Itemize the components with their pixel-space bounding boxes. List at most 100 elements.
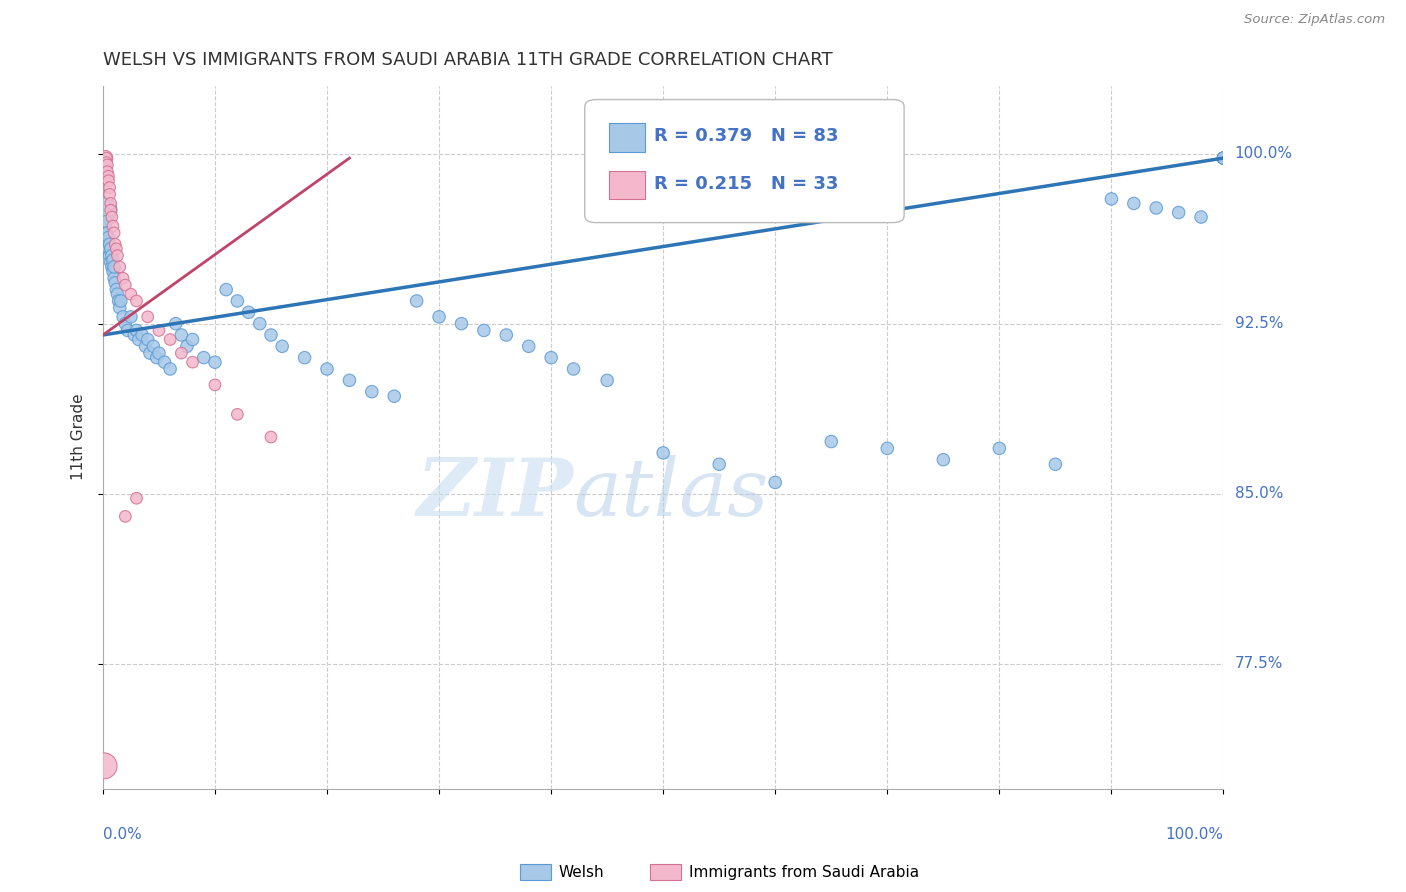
Point bbox=[360, 384, 382, 399]
Point bbox=[94, 151, 117, 165]
Point bbox=[145, 351, 167, 365]
Point bbox=[101, 260, 124, 274]
Point bbox=[97, 242, 120, 256]
Point bbox=[1099, 192, 1122, 206]
Y-axis label: 11th Grade: 11th Grade bbox=[72, 393, 86, 480]
Point bbox=[988, 442, 1011, 456]
FancyBboxPatch shape bbox=[609, 123, 645, 152]
Point bbox=[148, 323, 170, 337]
Point bbox=[450, 317, 472, 331]
Point bbox=[128, 333, 150, 347]
Point bbox=[142, 339, 165, 353]
Point bbox=[94, 219, 117, 233]
Point bbox=[136, 310, 159, 324]
Point bbox=[104, 237, 127, 252]
Point bbox=[139, 346, 162, 360]
Point bbox=[110, 293, 132, 308]
Point bbox=[1212, 151, 1234, 165]
Point bbox=[226, 408, 249, 422]
Point bbox=[105, 242, 128, 256]
Point bbox=[181, 333, 204, 347]
Point bbox=[763, 475, 786, 490]
Point bbox=[339, 373, 361, 387]
Point bbox=[98, 180, 121, 194]
Point bbox=[1167, 205, 1189, 219]
Point bbox=[97, 230, 120, 244]
Point bbox=[495, 328, 517, 343]
Point bbox=[1144, 201, 1167, 215]
Point bbox=[1212, 151, 1234, 165]
Point bbox=[107, 293, 129, 308]
Point bbox=[96, 151, 118, 165]
Point bbox=[1045, 457, 1067, 471]
Point bbox=[114, 509, 136, 524]
Point bbox=[107, 287, 129, 301]
Point bbox=[100, 196, 122, 211]
Point bbox=[96, 164, 118, 178]
Point bbox=[131, 328, 153, 343]
Text: Source: ZipAtlas.com: Source: ZipAtlas.com bbox=[1244, 13, 1385, 27]
Text: atlas: atlas bbox=[574, 455, 769, 532]
Point bbox=[181, 355, 204, 369]
Point bbox=[170, 346, 193, 360]
Point bbox=[226, 293, 249, 308]
Text: R = 0.215   N = 33: R = 0.215 N = 33 bbox=[654, 175, 838, 193]
Point bbox=[249, 317, 271, 331]
Text: 100.0%: 100.0% bbox=[1166, 827, 1223, 842]
Point bbox=[108, 301, 131, 315]
Point bbox=[382, 389, 405, 403]
Point bbox=[165, 317, 187, 331]
Point bbox=[96, 226, 118, 240]
Point bbox=[709, 457, 731, 471]
Point bbox=[98, 237, 121, 252]
Text: 77.5%: 77.5% bbox=[1234, 657, 1282, 672]
Point bbox=[134, 339, 156, 353]
Point bbox=[540, 351, 562, 365]
Point bbox=[117, 323, 139, 337]
Text: WELSH VS IMMIGRANTS FROM SAUDI ARABIA 11TH GRADE CORRELATION CHART: WELSH VS IMMIGRANTS FROM SAUDI ARABIA 11… bbox=[103, 51, 832, 69]
Point bbox=[105, 283, 128, 297]
Text: 0.0%: 0.0% bbox=[103, 827, 142, 842]
FancyBboxPatch shape bbox=[609, 171, 645, 200]
Point bbox=[101, 249, 124, 263]
Text: Immigrants from Saudi Arabia: Immigrants from Saudi Arabia bbox=[689, 865, 920, 880]
Point bbox=[405, 293, 427, 308]
Point bbox=[215, 283, 238, 297]
Point bbox=[97, 169, 120, 184]
Point bbox=[114, 278, 136, 293]
Point bbox=[159, 362, 181, 376]
Point bbox=[96, 214, 118, 228]
Point bbox=[112, 310, 135, 324]
Point bbox=[103, 226, 125, 240]
Point bbox=[1212, 151, 1234, 165]
Point bbox=[112, 271, 135, 285]
Point bbox=[114, 317, 136, 331]
Point bbox=[96, 155, 118, 169]
Point bbox=[98, 187, 121, 202]
Point bbox=[100, 203, 122, 218]
Point bbox=[596, 373, 619, 387]
Text: 100.0%: 100.0% bbox=[1234, 146, 1292, 161]
Point bbox=[93, 203, 115, 218]
Point bbox=[136, 333, 159, 347]
Text: Welsh: Welsh bbox=[558, 865, 603, 880]
Text: R = 0.379   N = 83: R = 0.379 N = 83 bbox=[654, 128, 839, 145]
Point bbox=[103, 260, 125, 274]
Point bbox=[1212, 151, 1234, 165]
Point bbox=[820, 434, 842, 449]
FancyBboxPatch shape bbox=[585, 100, 904, 223]
Point bbox=[124, 328, 146, 343]
Point bbox=[125, 323, 148, 337]
Point bbox=[100, 255, 122, 269]
Point bbox=[101, 253, 124, 268]
Point bbox=[932, 452, 955, 467]
Point bbox=[159, 333, 181, 347]
Point bbox=[97, 174, 120, 188]
Point bbox=[103, 271, 125, 285]
Text: 85.0%: 85.0% bbox=[1234, 486, 1282, 501]
Point bbox=[876, 442, 898, 456]
Point bbox=[104, 276, 127, 290]
Point bbox=[562, 362, 585, 376]
Point bbox=[100, 242, 122, 256]
Point bbox=[204, 355, 226, 369]
